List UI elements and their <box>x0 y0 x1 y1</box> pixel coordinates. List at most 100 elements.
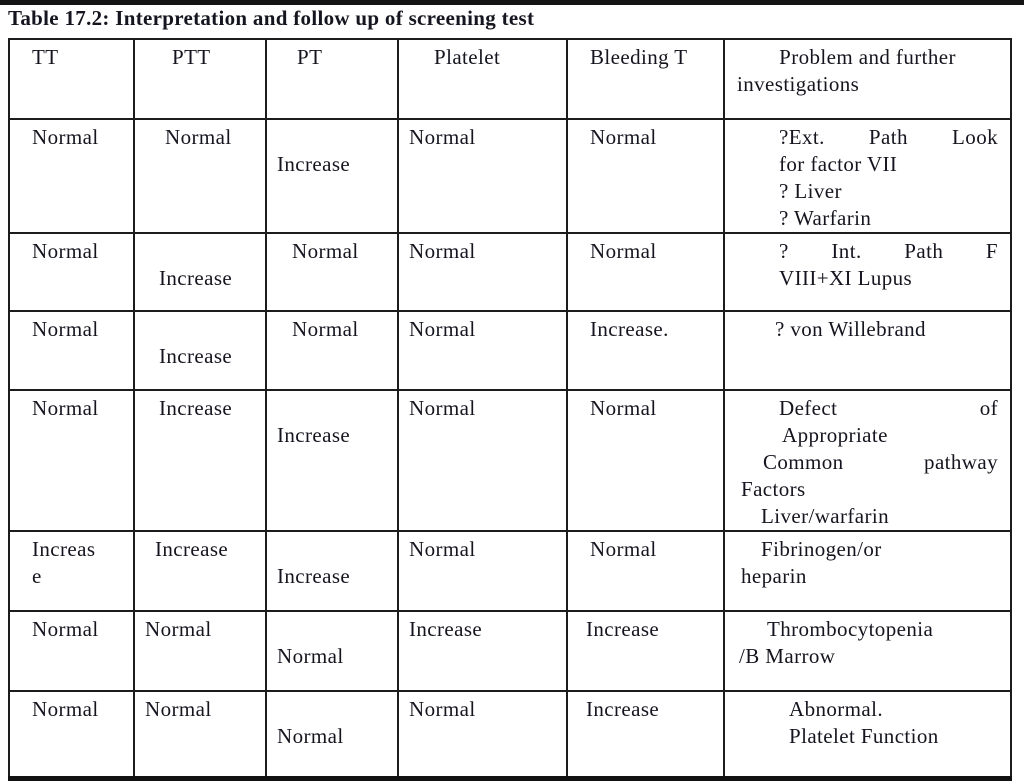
table-cell: Normal <box>397 690 568 779</box>
table-cell: Normal <box>8 690 135 779</box>
table-cell: Normal <box>397 530 568 612</box>
cell-line: Increase <box>159 266 233 290</box>
cell-line: VIII+XI Lupus <box>779 266 913 290</box>
table-cell: ? von Willebrand <box>723 310 1012 391</box>
cell-line: Thrombocytopenia <box>767 617 934 641</box>
cell-line: Increase <box>155 537 229 561</box>
cell-line: Normal <box>292 317 359 341</box>
cell-line: Normal <box>277 644 344 668</box>
cell-line: Increas <box>32 537 96 561</box>
cell-line: ?Ext. Path Look <box>779 125 998 149</box>
cell-line: Normal <box>409 537 476 561</box>
table-title: Table 17.2: Interpretation and follow up… <box>8 6 535 30</box>
cell-line: Increase <box>159 396 233 420</box>
table-cell: Increase <box>397 610 568 692</box>
cell-line: ? Int. Path F <box>779 239 998 263</box>
cell-line: e <box>32 564 42 588</box>
table-cell: Normal <box>265 232 399 312</box>
table-cell: Increase <box>133 530 267 612</box>
cell-line: Normal <box>409 396 476 420</box>
table-cell: Normal <box>8 232 135 312</box>
table-cell: Normal <box>133 690 267 779</box>
table-row: Normal Increase Normal Normal Increase. ? von… <box>8 310 1012 391</box>
table-row: Normal Normal Normal Increase Increase Thromb… <box>8 610 1012 692</box>
cell-line: Normal <box>590 125 657 149</box>
table-cell: Increase <box>133 232 267 312</box>
table-cell: Normal <box>133 118 267 234</box>
table-cell: ? Int. Path F VIII+XI Lupus <box>723 232 1012 312</box>
cell-line: Normal <box>145 617 212 641</box>
page-top-rule <box>0 0 1024 5</box>
table-cell: Normal <box>566 389 725 532</box>
table-cell: Normal <box>8 118 135 234</box>
table-cell: Normal <box>397 310 568 391</box>
cell-line: Increase <box>277 423 351 447</box>
table-cell: Normal <box>265 610 399 692</box>
cell-line: Normal <box>32 396 99 420</box>
cell-line: Defect of <box>779 396 998 420</box>
cell-line: Normal <box>409 125 476 149</box>
cell-line: Increase <box>159 344 233 368</box>
table-cell: Fibrinogen/or heparin <box>723 530 1012 612</box>
table-cell: Increase <box>265 118 399 234</box>
cell-line: Problem and further <box>779 45 956 69</box>
table-cell: Increas e <box>8 530 135 612</box>
cell-line: /B Marrow <box>739 644 836 668</box>
cell-line: Normal <box>590 239 657 263</box>
cell-line: Normal <box>409 239 476 263</box>
cell-line: Normal <box>145 697 212 721</box>
cell-line: heparin <box>741 564 807 588</box>
cell-line: Increase <box>586 697 660 721</box>
cell-line: Increase <box>277 564 351 588</box>
table-cell: PTT <box>133 38 267 120</box>
table-cell: Platelet <box>397 38 568 120</box>
table-cell: Normal <box>566 118 725 234</box>
cell-line: Appropriate <box>782 423 888 447</box>
cell-line: Platelet Function <box>789 724 939 748</box>
cell-line: Normal <box>590 537 657 561</box>
cell-line: Normal <box>292 239 359 263</box>
cell-line: PT <box>297 45 323 69</box>
table-cell: ?Ext. Path Look for factor VII ? Liver ? Wa… <box>723 118 1012 234</box>
table-row: Increas e Increase Increase Normal Normal Fibr… <box>8 530 1012 612</box>
cell-line: Normal <box>32 125 99 149</box>
cell-line: Normal <box>32 617 99 641</box>
table-cell: Problem and further investigations <box>723 38 1012 120</box>
screening-table: TT PTT PT Platelet Bleeding T Problem and fur… <box>8 38 1012 781</box>
table-row: Normal Normal Normal Normal Increase Abnormal… <box>8 690 1012 779</box>
cell-line: Normal <box>32 317 99 341</box>
cell-line: TT <box>32 45 59 69</box>
table-row: Normal Normal Increase Normal Normal ?Ext. Pa… <box>8 118 1012 234</box>
cell-line: for factor VII <box>779 152 898 176</box>
table-row: Normal Increase Increase Normal Normal Defect… <box>8 389 1012 532</box>
table-cell: Increase <box>265 530 399 612</box>
table-cell: Increase <box>566 610 725 692</box>
table-cell: Increase <box>133 310 267 391</box>
table-cell: Normal <box>265 310 399 391</box>
cell-line: Normal <box>165 125 232 149</box>
cell-line: Normal <box>32 239 99 263</box>
table-cell: Normal <box>265 690 399 779</box>
cell-line: Increase. <box>590 317 669 341</box>
cell-line: ? Warfarin <box>779 206 872 230</box>
cell-line: Platelet <box>434 45 501 69</box>
cell-line: Increase <box>409 617 483 641</box>
table-cell: Bleeding T <box>566 38 725 120</box>
table-cell: Increase <box>265 389 399 532</box>
cell-line: ? Liver <box>779 179 842 203</box>
cell-line: Fibrinogen/or <box>761 537 882 561</box>
cell-line: Increase <box>277 152 351 176</box>
cell-line: Common pathway <box>763 450 998 474</box>
table-row: Normal Increase Normal Normal Normal ? Int. P… <box>8 232 1012 312</box>
table-cell: Increase <box>566 690 725 779</box>
table-cell: Normal <box>397 118 568 234</box>
table-cell: Normal <box>8 389 135 532</box>
cell-line: Factors <box>741 477 806 501</box>
table-cell: Normal <box>397 232 568 312</box>
table-cell: Abnormal. Platelet Function <box>723 690 1012 779</box>
cell-line: Normal <box>590 396 657 420</box>
cell-line: Abnormal. <box>789 697 883 721</box>
table-cell: Normal <box>8 610 135 692</box>
cell-line: Normal <box>32 697 99 721</box>
cell-line: PTT <box>172 45 211 69</box>
